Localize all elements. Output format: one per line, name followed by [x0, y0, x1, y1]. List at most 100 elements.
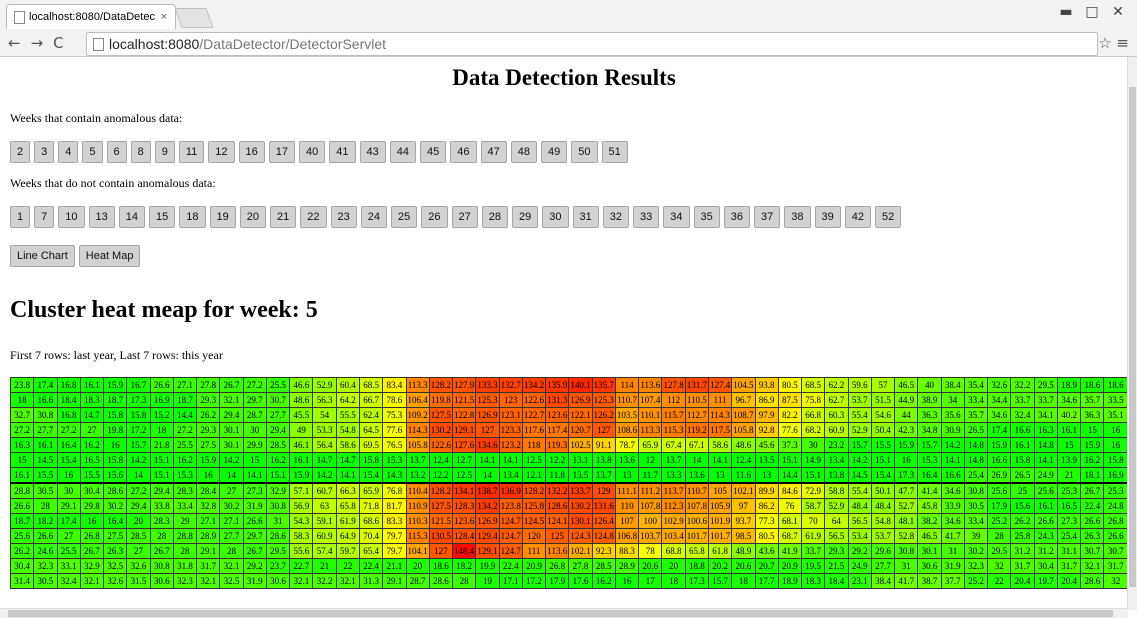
view-button[interactable]: Line Chart	[10, 245, 75, 267]
heatmap-cell: 13.5	[568, 467, 593, 484]
week-button[interactable]: 3	[34, 141, 55, 163]
horizontal-scrollbar[interactable]	[0, 608, 1128, 618]
new-tab[interactable]	[174, 8, 214, 28]
week-button[interactable]: 21	[270, 206, 297, 228]
heatmap-cell: 117.6	[521, 422, 547, 438]
week-button[interactable]: 5	[82, 141, 103, 163]
week-button[interactable]: 14	[118, 206, 145, 228]
heatmap-cell: 27	[219, 482, 244, 499]
heatmap-cell: 77.6	[777, 422, 803, 438]
heatmap-cell: 61.9	[335, 513, 360, 529]
week-button[interactable]: 33	[633, 206, 660, 228]
week-button[interactable]: 16	[238, 141, 265, 163]
heatmap-cell: 48.6	[289, 392, 314, 408]
week-button[interactable]: 41	[329, 141, 356, 163]
week-button[interactable]: 28	[481, 206, 508, 228]
week-button[interactable]: 31	[572, 206, 599, 228]
heatmap-cell: 18.6	[1103, 377, 1128, 393]
week-button[interactable]: 23	[330, 206, 357, 228]
heatmap-cell: 83.3	[382, 513, 407, 529]
week-button[interactable]: 42	[844, 206, 871, 228]
week-button[interactable]: 10	[58, 206, 85, 228]
week-button[interactable]: 22	[300, 206, 327, 228]
week-button[interactable]: 36	[723, 206, 750, 228]
week-button[interactable]: 45	[420, 141, 447, 163]
week-button[interactable]: 9	[154, 141, 175, 163]
heatmap-cell: 32.9	[79, 558, 105, 574]
week-button[interactable]: 17	[268, 141, 296, 163]
week-button[interactable]: 26	[421, 206, 448, 228]
address-bar[interactable]: localhost:8080/DataDetector/DetectorServ…	[86, 32, 1098, 56]
week-button[interactable]: 48	[510, 141, 538, 163]
week-button[interactable]: 13	[88, 206, 115, 228]
week-button[interactable]: 38	[784, 206, 811, 228]
week-button[interactable]: 4	[58, 141, 79, 163]
heatmap-cell: 31.2	[1033, 543, 1058, 559]
week-button[interactable]: 40	[299, 141, 326, 163]
week-button[interactable]: 18	[179, 206, 206, 228]
heatmap-cell: 14.9	[801, 452, 826, 468]
week-button[interactable]: 29	[512, 206, 539, 228]
heatmap-cell: 35.6	[940, 407, 965, 423]
week-button[interactable]: 43	[359, 141, 386, 163]
heatmap-row: 26.6 28 29.1 29.8 30.2 29.4 33.8 33.4 32.8 30.2 31…	[9, 498, 1128, 514]
week-button[interactable]: 6	[106, 141, 127, 163]
week-button[interactable]: 52	[875, 206, 902, 228]
maximize[interactable]: □	[1085, 4, 1099, 20]
heatmap-cell: 16	[614, 573, 640, 589]
week-button[interactable]: 11	[178, 141, 205, 163]
week-button[interactable]: 19	[209, 206, 236, 228]
week-button[interactable]: 51	[601, 141, 628, 163]
heatmap-cell: 56.5	[824, 528, 849, 544]
view-button[interactable]: Heat Map	[78, 245, 141, 267]
heatmap-cell: 38.7	[917, 573, 942, 589]
heatmap-cell: 31.9	[242, 573, 267, 589]
heatmap-cell: 32.4	[1010, 407, 1035, 423]
heatmap-cell: 127	[591, 422, 616, 438]
heatmap-cell: 16.3	[9, 437, 35, 453]
forward[interactable]: →	[30, 34, 44, 52]
window-controls: ▬ □ ✕	[1053, 4, 1131, 20]
week-button[interactable]: 12	[208, 141, 235, 163]
heatmap-cell: 76.8	[382, 482, 407, 499]
week-button[interactable]: 15	[149, 206, 176, 228]
heatmap-cell: 29.2	[242, 558, 267, 574]
tab[interactable]: localhost:8080/DataDetect ×	[6, 4, 176, 29]
week-button[interactable]: 7	[34, 206, 55, 228]
heatmap-cell: 27.7	[265, 407, 291, 423]
heatmap-cell: 107.8	[684, 498, 709, 514]
week-button[interactable]: 2	[10, 141, 31, 163]
tab-close[interactable]: ×	[160, 11, 167, 23]
minimize[interactable]: ▬	[1059, 4, 1073, 20]
week-button[interactable]: 46	[450, 141, 477, 163]
week-button[interactable]: 39	[814, 206, 841, 228]
close[interactable]: ✕	[1112, 4, 1124, 20]
week-button[interactable]: 1	[10, 206, 31, 228]
heatmap-cell: 124.3	[568, 528, 593, 544]
heatmap-cell: 110.7	[684, 482, 709, 499]
back[interactable]: ←	[8, 34, 21, 52]
week-button[interactable]: 30	[542, 206, 569, 228]
heatmap-cell: 14.1	[498, 452, 523, 468]
week-button[interactable]: 32	[602, 206, 629, 228]
week-button[interactable]: 25	[391, 206, 418, 228]
week-button[interactable]: 8	[130, 141, 151, 163]
menu[interactable]: ☆ ≡	[1098, 34, 1129, 52]
heatmap-row: 18.7 18.2 17.4 16 16.4 20 28.3 29 27.1 27.1 26.6 31…	[9, 513, 1128, 529]
week-button[interactable]: 44	[389, 141, 417, 163]
week-button[interactable]: 37	[754, 206, 781, 228]
week-button[interactable]: 27	[451, 206, 478, 228]
week-button[interactable]: 50	[571, 141, 598, 163]
heatmap-cell: 44	[894, 407, 919, 423]
week-button[interactable]: 24	[360, 206, 387, 228]
week-button[interactable]: 47	[480, 141, 507, 163]
reload[interactable]: C	[53, 34, 64, 52]
heatmap-cell: 13	[754, 467, 779, 484]
week-button[interactable]: 20	[239, 206, 266, 228]
page-icon	[93, 38, 104, 51]
week-button[interactable]: 49	[541, 141, 568, 163]
week-button[interactable]: 34	[663, 206, 690, 228]
vertical-scrollbar[interactable]	[1127, 57, 1137, 610]
week-button[interactable]: 35	[693, 206, 720, 228]
